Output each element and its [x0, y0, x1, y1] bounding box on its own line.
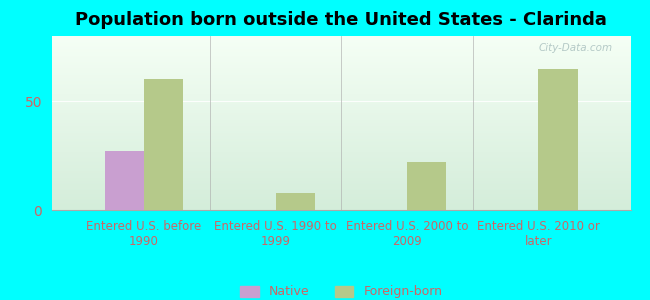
Bar	[105, 151, 144, 210]
Bar	[144, 80, 183, 210]
Bar	[407, 162, 447, 210]
Text: City-Data.com: City-Data.com	[539, 43, 613, 53]
Title: Population born outside the United States - Clarinda: Population born outside the United State…	[75, 11, 607, 29]
Legend: Native, Foreign-born: Native, Foreign-born	[234, 279, 448, 300]
Bar	[276, 193, 315, 210]
Bar	[538, 69, 578, 210]
